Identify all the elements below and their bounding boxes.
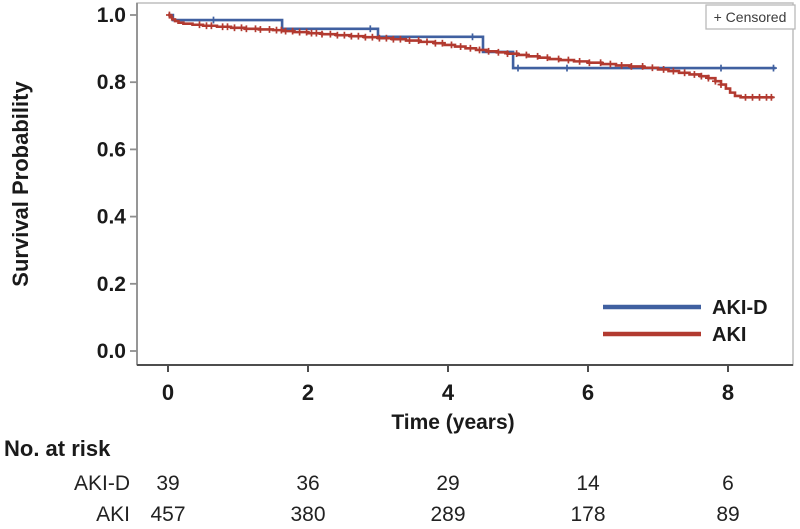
censored-legend: + Censored bbox=[705, 4, 796, 30]
x-tick-label: 8 bbox=[722, 380, 734, 405]
y-tick-label: 0.0 bbox=[97, 340, 126, 363]
censored-legend-box bbox=[705, 4, 796, 30]
risk-table-title: No. at risk bbox=[4, 436, 111, 461]
risk-row-label-aki: AKI bbox=[96, 503, 130, 524]
legend-label-aki-d: AKI-D bbox=[712, 297, 768, 319]
risk-count: 380 bbox=[290, 503, 325, 524]
axis-ticks: 0 2 4 6 8 1.0 0.8 0.6 0.4 0.2 0.0 bbox=[97, 4, 734, 405]
risk-count: 289 bbox=[430, 503, 465, 524]
plot-area bbox=[136, 2, 794, 366]
risk-count: 36 bbox=[296, 472, 319, 495]
series-legend: AKI-D AKI bbox=[603, 297, 768, 346]
risk-count: 6 bbox=[722, 472, 734, 495]
x-axis-title: Time (years) bbox=[391, 411, 514, 434]
y-tick-label: 1.0 bbox=[97, 4, 126, 27]
x-tick-label: 2 bbox=[302, 380, 314, 405]
risk-row-label-aki-d: AKI-D bbox=[74, 472, 130, 495]
y-tick-label: 0.4 bbox=[97, 206, 127, 229]
censored-legend-label: + Censored bbox=[714, 9, 787, 25]
risk-count: 39 bbox=[156, 472, 179, 495]
risk-count: 89 bbox=[716, 503, 739, 524]
x-tick-label: 4 bbox=[442, 380, 455, 405]
x-tick-label: 6 bbox=[582, 380, 594, 405]
risk-table-numbers: 39 36 29 14 6 457 380 289 178 89 bbox=[150, 472, 739, 526]
x-tick-label: 0 bbox=[162, 380, 174, 405]
risk-count: 14 bbox=[576, 472, 600, 495]
legend-label-aki: AKI bbox=[712, 324, 746, 346]
risk-table: No. at risk AKI-D AKI bbox=[4, 436, 130, 526]
risk-count: 29 bbox=[436, 472, 459, 495]
y-tick-label: 0.2 bbox=[97, 273, 126, 296]
censor-marks bbox=[166, 11, 777, 101]
risk-count: 178 bbox=[570, 503, 605, 524]
y-axis-title: Survival Probability bbox=[8, 81, 33, 287]
y-tick-label: 0.6 bbox=[97, 138, 126, 161]
y-tick-label: 0.8 bbox=[97, 71, 127, 94]
risk-count: 457 bbox=[150, 503, 185, 524]
